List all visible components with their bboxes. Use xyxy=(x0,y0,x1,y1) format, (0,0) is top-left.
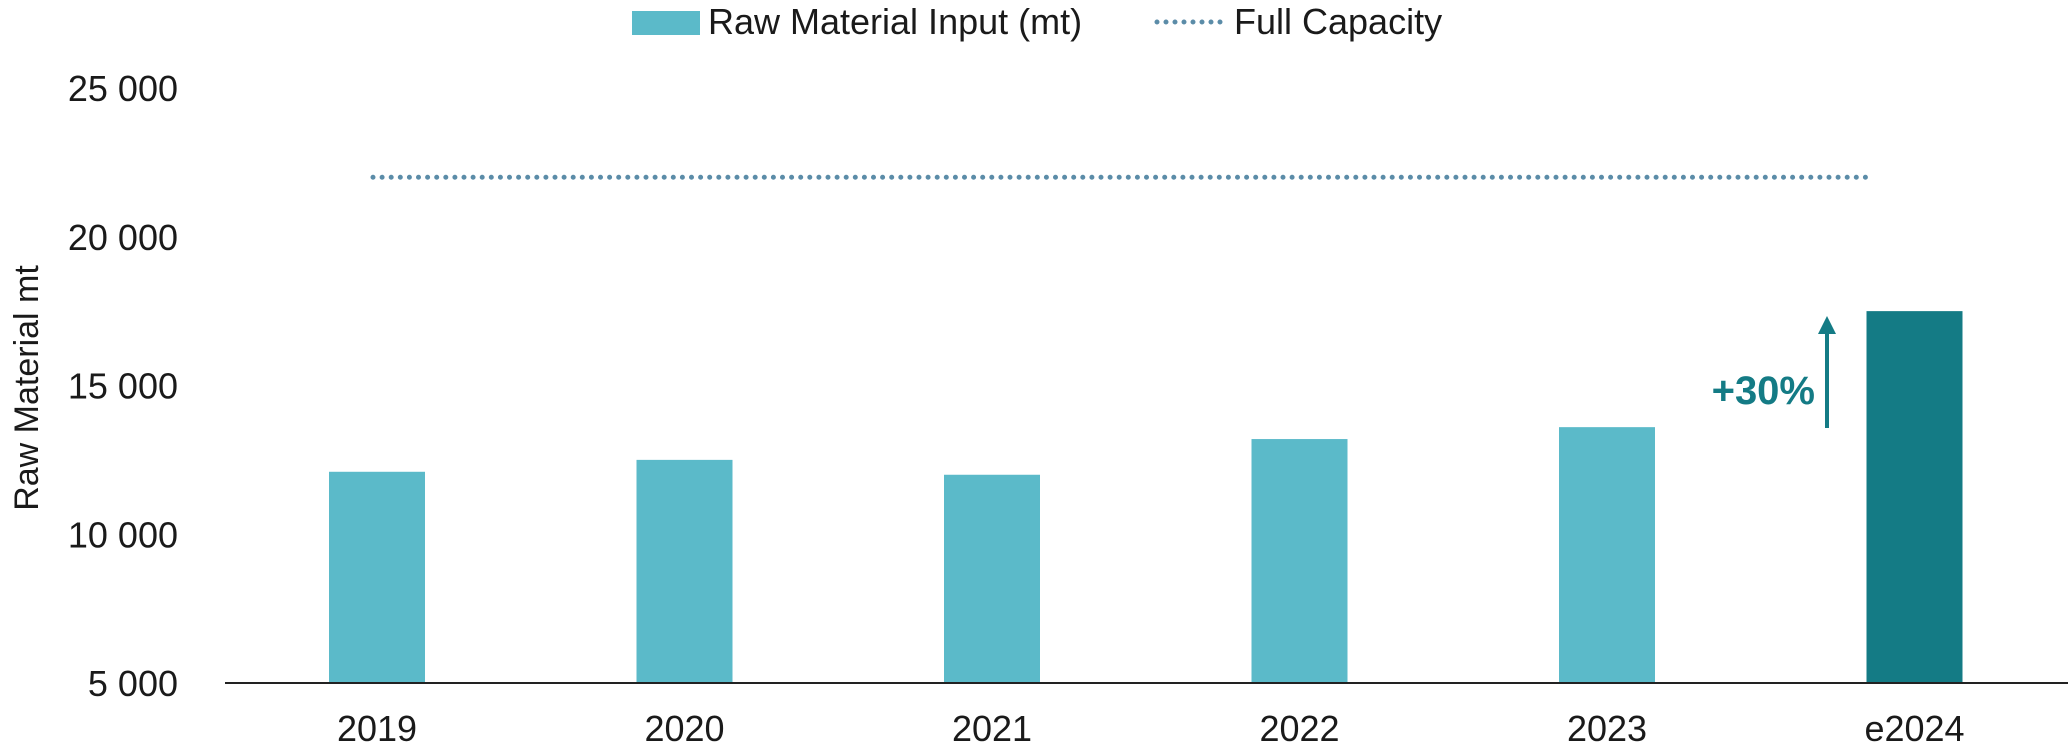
x-tick-label: 2019 xyxy=(337,708,417,749)
bar-2021 xyxy=(944,474,1040,683)
y-tick-label: 15 000 xyxy=(68,366,178,407)
bar-2023 xyxy=(1559,427,1655,683)
y-axis-ticks: 5 000 10 000 15 000 20 000 25 000 xyxy=(68,68,178,704)
arrow-up-icon xyxy=(1818,316,1836,334)
growth-annotation-label: +30% xyxy=(1712,369,1815,413)
bar-2019 xyxy=(329,471,425,683)
x-tick-label: e2024 xyxy=(1864,708,1964,749)
x-tick-label: 2022 xyxy=(1259,708,1339,749)
legend: Raw Material Input (mt) Full Capacity xyxy=(632,1,1442,42)
growth-annotation: +30% xyxy=(1712,316,1836,428)
x-tick-label: 2020 xyxy=(644,708,724,749)
bar-2020 xyxy=(636,459,733,683)
y-tick-label: 5 000 xyxy=(88,663,178,704)
y-tick-label: 20 000 xyxy=(68,217,178,258)
bars xyxy=(329,311,1963,683)
x-tick-label: 2023 xyxy=(1567,708,1647,749)
x-axis-ticks: 2019 2020 2021 2022 2023 e2024 xyxy=(337,708,1965,749)
legend-label-full-capacity: Full Capacity xyxy=(1234,1,1442,42)
x-tick-label: 2021 xyxy=(952,708,1032,749)
y-tick-label: 10 000 xyxy=(68,514,178,555)
y-tick-label: 25 000 xyxy=(68,68,178,109)
bar-2022 xyxy=(1251,439,1348,683)
y-axis-title: Raw Material mt xyxy=(8,265,46,511)
legend-label-raw-material: Raw Material Input (mt) xyxy=(708,1,1082,42)
bar-e2024 xyxy=(1866,311,1963,683)
legend-swatch-raw-material xyxy=(632,11,700,35)
